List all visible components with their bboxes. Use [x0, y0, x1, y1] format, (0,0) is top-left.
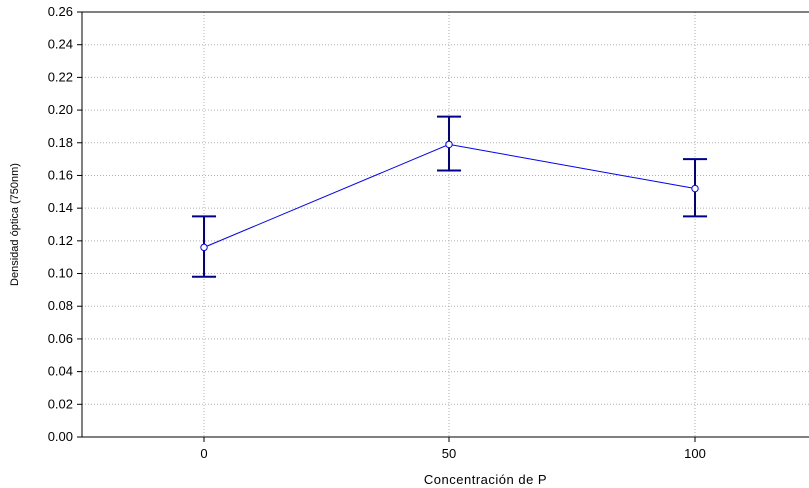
y-tick-label: 0.00 [48, 429, 73, 444]
x-axis: 0 50 100 [200, 437, 706, 461]
y-tick-label: 0.26 [48, 4, 73, 19]
y-tick-label: 0.06 [48, 331, 73, 346]
data-point [200, 243, 208, 252]
data-point [445, 140, 453, 149]
data-points [200, 140, 699, 252]
y-axis-title: Densidad óptica (750nm) [9, 163, 21, 286]
y-tick-label: 0.20 [48, 102, 73, 117]
x-tick-label: 0 [200, 446, 207, 461]
y-tick-label: 0.24 [48, 37, 73, 52]
data-point [691, 184, 699, 193]
y-tick-label: 0.16 [48, 167, 73, 182]
y-tick-label: 0.10 [48, 266, 73, 281]
plot-frame [81, 11, 809, 438]
y-tick-label: 0.02 [48, 396, 73, 411]
y-tick-label: 0.04 [48, 364, 73, 379]
y-tick-label: 0.14 [48, 200, 73, 215]
x-tick-label: 50 [442, 446, 456, 461]
y-tick-label: 0.08 [48, 298, 73, 313]
y-tick-label: 0.22 [48, 69, 73, 84]
y-tick-label: 0.12 [48, 233, 73, 248]
y-axis: 0.00 0.02 0.04 0.06 0.08 0.10 0.12 0.14 0.16 0.18… [48, 4, 82, 444]
x-tick-label: 100 [684, 446, 706, 461]
y-tick-label: 0.18 [48, 135, 73, 150]
x-axis-title: Concentración de P [424, 472, 547, 487]
grid [82, 12, 809, 437]
